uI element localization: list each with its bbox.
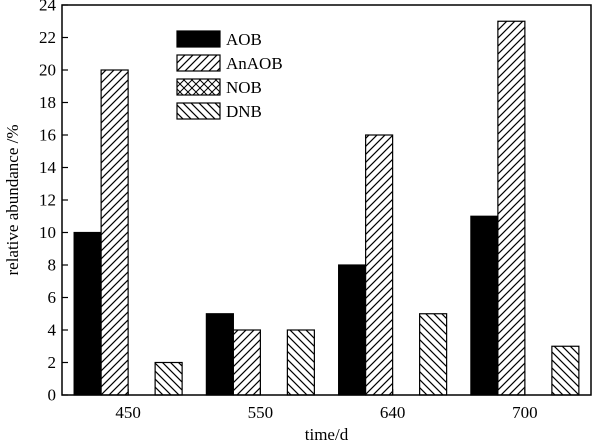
bar-dnb-550: [286, 329, 315, 396]
bar-aob-450: [73, 231, 102, 396]
bar-anaob-700: [497, 20, 526, 396]
y-tick-label: 2: [48, 353, 57, 372]
bar-dnb-450: [154, 361, 183, 396]
y-tick-label: 6: [48, 288, 57, 307]
x-axis-label: time/d: [305, 425, 349, 444]
y-tick-label: 14: [39, 158, 57, 177]
bar-aob-640: [338, 264, 367, 396]
bar-dnb-640: [419, 313, 448, 396]
x-tick-label: 550: [248, 403, 274, 422]
y-tick-label: 20: [39, 61, 56, 80]
legend-swatch-dnb: [176, 102, 221, 120]
y-tick-label: 24: [39, 0, 57, 15]
y-tick-label: 0: [48, 386, 57, 405]
legend-label-aob: AOB: [226, 30, 262, 49]
legend-label-nob: NOB: [226, 78, 262, 97]
legend-swatch-anaob: [176, 54, 221, 72]
x-axis-ticks: 450 550 640 700: [115, 389, 538, 422]
bar-anaob-640: [365, 134, 394, 396]
bar-anaob-450: [100, 69, 129, 396]
legend-swatch-aob: [176, 30, 221, 48]
y-tick-label: 8: [48, 256, 57, 275]
y-tick-label: 18: [39, 93, 56, 112]
bar-aob-550: [205, 313, 234, 396]
y-tick-label: 16: [39, 126, 56, 145]
bar-dnb-700: [551, 345, 580, 396]
bar-aob-700: [470, 215, 499, 396]
legend-label-dnb: DNB: [226, 102, 262, 121]
x-tick-label: 640: [380, 403, 406, 422]
y-tick-label: 12: [39, 191, 56, 210]
y-tick-label: 22: [39, 28, 56, 47]
bars-group: [73, 20, 580, 396]
legend: AOB AnAOB NOB DNB: [176, 30, 283, 121]
y-tick-label: 10: [39, 223, 56, 242]
plot-area-frame: [61, 4, 592, 396]
x-tick-label: 700: [512, 403, 538, 422]
legend-label-anaob: AnAOB: [226, 54, 283, 73]
bar-anaob-550: [232, 329, 261, 396]
y-tick-label: 4: [48, 321, 57, 340]
x-tick-label: 450: [115, 403, 141, 422]
y-axis-label: relative abundance /%: [3, 124, 22, 275]
legend-swatch-nob: [176, 78, 221, 96]
